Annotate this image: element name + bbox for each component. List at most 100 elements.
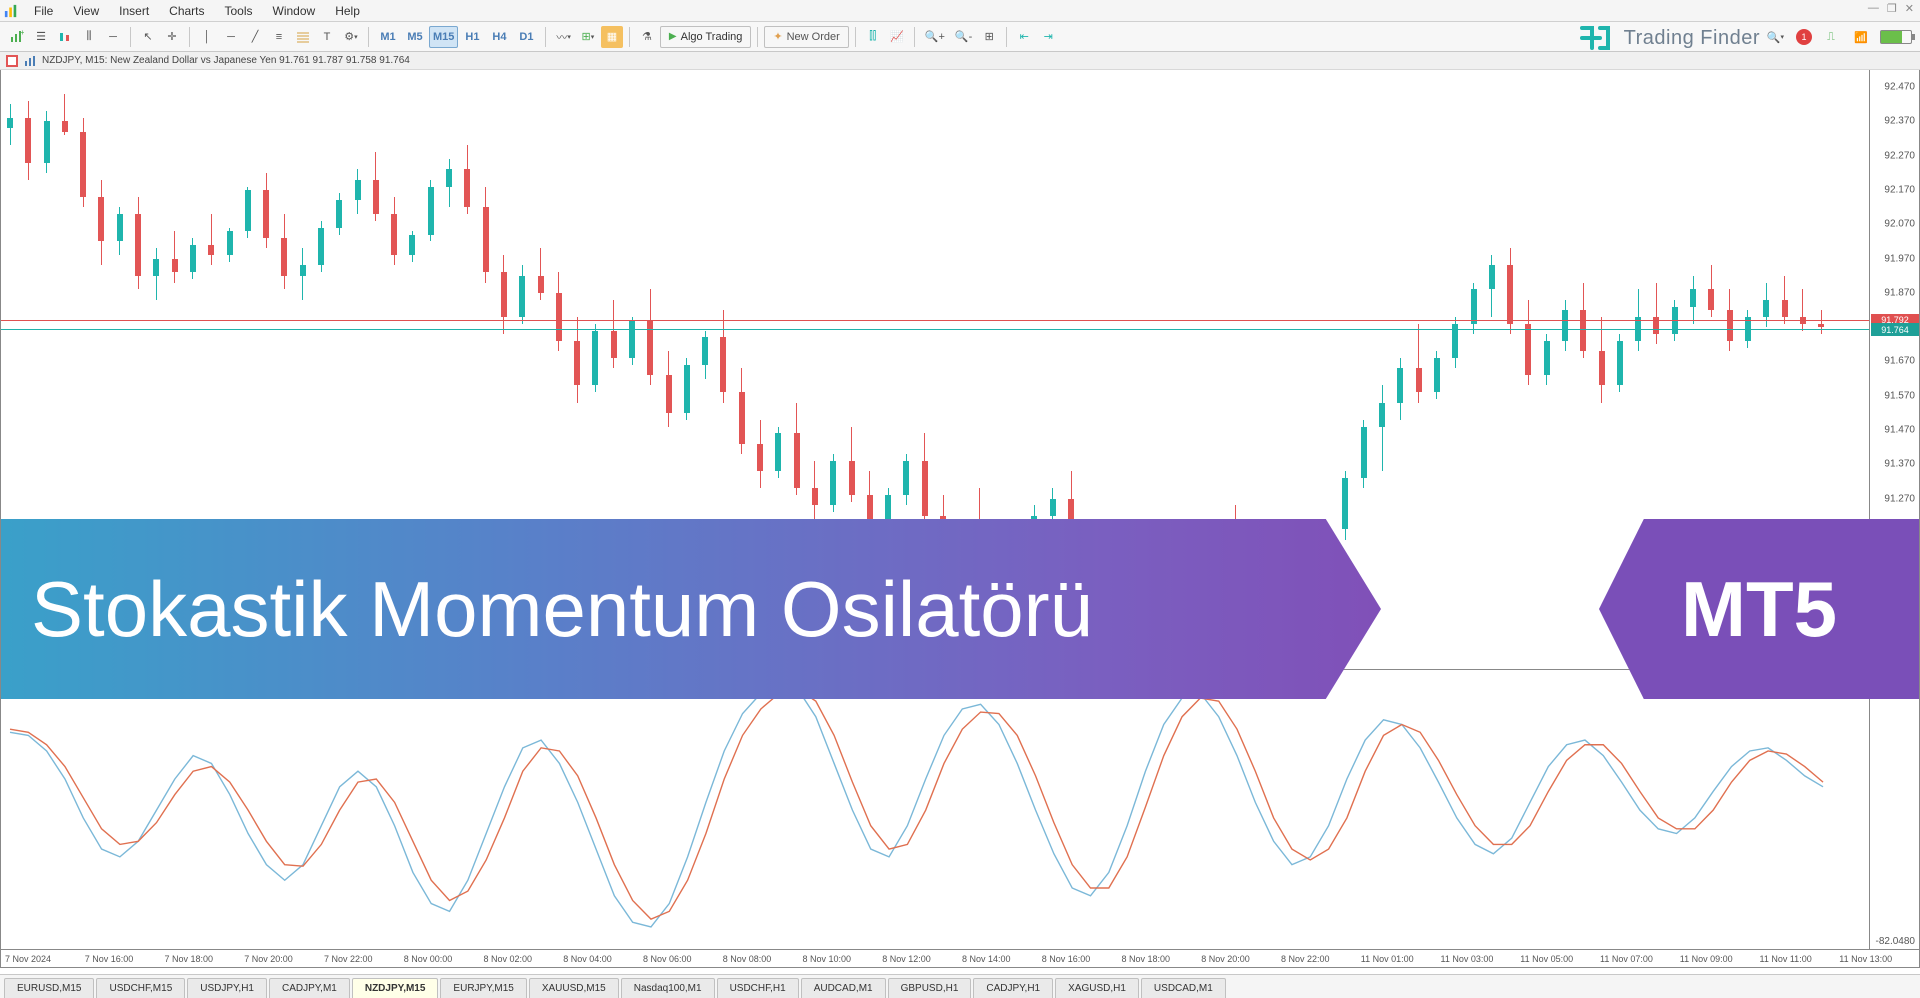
tab-eurusd-m15[interactable]: EURUSD,M15: [4, 978, 94, 998]
tab-nasdaq100-m1[interactable]: Nasdaq100,M1: [621, 978, 715, 998]
indicator-dropdown-icon[interactable]: ⊞▾: [577, 26, 599, 48]
tab-xagusd-h1[interactable]: XAGUSD,H1: [1055, 978, 1139, 998]
menu-tools[interactable]: Tools: [215, 2, 263, 20]
timeframe-d1[interactable]: D1: [513, 26, 539, 48]
price-chart[interactable]: 92.47092.37092.27092.17092.07091.97091.8…: [0, 70, 1920, 670]
tile-icon[interactable]: ⊞: [978, 26, 1000, 48]
time-axis: 7 Nov 20247 Nov 16:007 Nov 18:007 Nov 20…: [0, 950, 1920, 968]
minimize-icon[interactable]: —: [1868, 2, 1879, 15]
menu-help[interactable]: Help: [325, 2, 370, 20]
search-icon[interactable]: 🔍▾: [1763, 26, 1788, 48]
menu-charts[interactable]: Charts: [159, 2, 214, 20]
window-controls: — ❐ ✕: [1868, 2, 1914, 15]
tab-usdjpy-h1[interactable]: USDJPY,H1: [187, 978, 267, 998]
tab-usdchf-h1[interactable]: USDCHF,H1: [717, 978, 799, 998]
vline-icon[interactable]: │: [196, 26, 218, 48]
tab-eurjpy-m15[interactable]: EURJPY,M15: [440, 978, 526, 998]
close-icon[interactable]: ✕: [1905, 2, 1914, 15]
signal-icon[interactable]: 📶: [1850, 26, 1872, 48]
strategy-tester-icon[interactable]: ⚗: [636, 26, 658, 48]
algo-trading-button[interactable]: ▶Algo Trading: [660, 26, 751, 48]
new-order-button[interactable]: ✦New Order: [764, 26, 848, 48]
time-tick: 8 Nov 08:00: [723, 954, 803, 964]
indicator-subwindow[interactable]: SMI (2,8,5,5) 24.2051 19.0921 86.2207 -8…: [0, 670, 1920, 950]
tab-audcad-m1[interactable]: AUDCAD,M1: [801, 978, 886, 998]
overlay-banner-right: MT5: [1599, 519, 1919, 699]
timeframe-m5[interactable]: M5: [402, 26, 428, 48]
bid-price-flag: 91.764: [1871, 323, 1919, 336]
timeframe-h1[interactable]: H1: [459, 26, 485, 48]
shift-icon[interactable]: ⇤: [1013, 26, 1035, 48]
bars-icon[interactable]: ⫼: [78, 26, 100, 48]
time-tick: 7 Nov 16:00: [85, 954, 165, 964]
time-tick: 8 Nov 00:00: [404, 954, 484, 964]
time-tick: 8 Nov 16:00: [1042, 954, 1122, 964]
time-tick: 7 Nov 20:00: [244, 954, 324, 964]
time-tick: 7 Nov 2024: [5, 954, 85, 964]
timeframe-h4[interactable]: H4: [486, 26, 512, 48]
chart-mini-icon: [24, 55, 36, 67]
brand-name: Trading Finder: [1624, 27, 1760, 50]
indicator-axis: 86.2207 -82.0480: [1869, 670, 1919, 949]
time-tick: 7 Nov 22:00: [324, 954, 404, 964]
trendline-icon[interactable]: ╱: [244, 26, 266, 48]
time-tick: 11 Nov 07:00: [1600, 954, 1680, 964]
templates-icon[interactable]: ▦: [601, 26, 623, 48]
menu-insert[interactable]: Insert: [109, 2, 159, 20]
depth-icon[interactable]: ⫿⫿: [862, 26, 884, 48]
zoom-in-icon[interactable]: 🔍+: [921, 26, 949, 48]
equidistant-icon[interactable]: ≡: [268, 26, 290, 48]
tab-nzdjpy-m15[interactable]: NZDJPY,M15: [352, 978, 439, 998]
tab-usdcad-m1[interactable]: USDCAD,M1: [1141, 978, 1226, 998]
maximize-icon[interactable]: ❐: [1887, 2, 1897, 15]
tab-usdchf-m15[interactable]: USDCHF,M15: [96, 978, 185, 998]
notification-badge[interactable]: 1: [1796, 29, 1812, 45]
menu-file[interactable]: File: [24, 2, 63, 20]
autoscroll-icon[interactable]: ⇥: [1037, 26, 1059, 48]
zoom-out-icon[interactable]: 🔍-: [951, 26, 976, 48]
crosshair-icon[interactable]: ✛: [161, 26, 183, 48]
svg-text:+: +: [20, 30, 24, 37]
time-tick: 8 Nov 10:00: [803, 954, 883, 964]
tab-xauusd-m15[interactable]: XAUUSD,M15: [529, 978, 619, 998]
cursor-icon[interactable]: ↖: [137, 26, 159, 48]
chart-trading-icon[interactable]: 📈: [886, 26, 908, 48]
profiles-icon[interactable]: ☰: [30, 26, 52, 48]
objects-icon[interactable]: ⚙▾: [340, 26, 362, 48]
time-tick: 8 Nov 14:00: [962, 954, 1042, 964]
toolbar: + ☰ ⫼ ─ ↖ ✛ │ ─ ╱ ≡ T ⚙▾ M1M5M15H1H4D1 〰…: [0, 22, 1920, 52]
time-tick: 11 Nov 11:00: [1760, 954, 1840, 964]
menu-window[interactable]: Window: [263, 2, 326, 20]
time-tick: 8 Nov 20:00: [1201, 954, 1281, 964]
chart-window-icon: [6, 55, 18, 67]
time-tick: 8 Nov 02:00: [484, 954, 564, 964]
time-tick: 8 Nov 22:00: [1281, 954, 1361, 964]
tab-cadjpy-h1[interactable]: CADJPY,H1: [973, 978, 1053, 998]
text-icon[interactable]: T: [316, 26, 338, 48]
menu-view[interactable]: View: [63, 2, 109, 20]
vps-icon[interactable]: ⎍: [1820, 26, 1842, 48]
hline-icon[interactable]: ─: [220, 26, 242, 48]
time-tick: 11 Nov 09:00: [1680, 954, 1760, 964]
app-logo-icon: [4, 4, 18, 18]
chart-tabs: EURUSD,M15USDCHF,M15USDJPY,H1CADJPY,M1NZ…: [0, 974, 1920, 998]
time-tick: 7 Nov 18:00: [165, 954, 245, 964]
fibo-icon[interactable]: [292, 26, 314, 48]
timeframe-m15[interactable]: M15: [429, 26, 458, 48]
overlay-banner-left: Stokastik Momentum Osilatörü: [1, 519, 1381, 699]
connection-battery-icon: [1880, 30, 1912, 44]
time-tick: 11 Nov 03:00: [1441, 954, 1521, 964]
time-tick: 8 Nov 06:00: [643, 954, 723, 964]
timeframe-m1[interactable]: M1: [375, 26, 401, 48]
tab-cadjpy-m1[interactable]: CADJPY,M1: [269, 978, 350, 998]
chart-type-dropdown-icon[interactable]: 〰▾: [552, 26, 575, 48]
candles-icon[interactable]: [54, 26, 76, 48]
time-tick: 11 Nov 05:00: [1520, 954, 1600, 964]
line-icon[interactable]: ─: [102, 26, 124, 48]
tab-gbpusd-h1[interactable]: GBPUSD,H1: [888, 978, 972, 998]
time-tick: 8 Nov 12:00: [882, 954, 962, 964]
time-tick: 8 Nov 18:00: [1122, 954, 1202, 964]
add-chart-icon[interactable]: +: [6, 26, 28, 48]
time-tick: 11 Nov 01:00: [1361, 954, 1441, 964]
time-tick: 8 Nov 04:00: [563, 954, 643, 964]
